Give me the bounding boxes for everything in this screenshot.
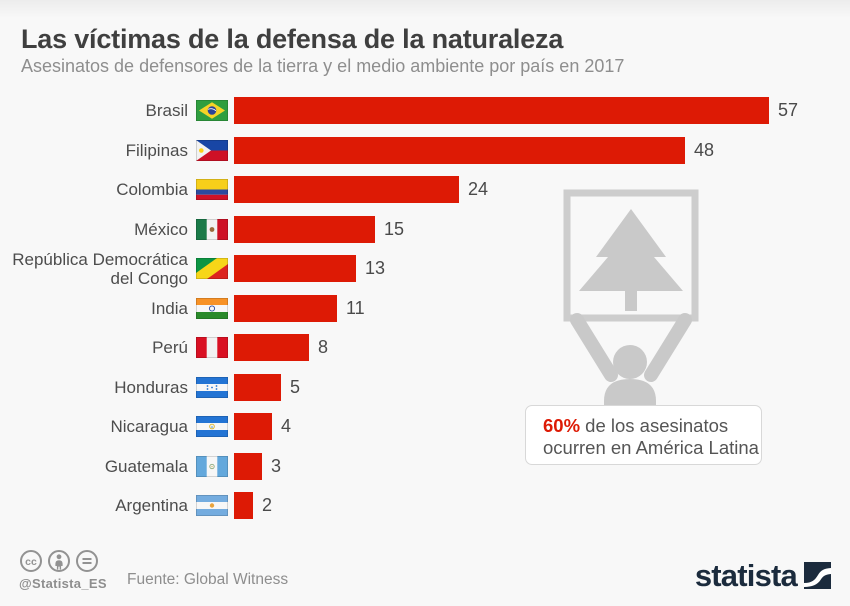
statista-logo: statista [694, 558, 831, 593]
nicaragua-flag-icon [196, 416, 228, 438]
statista-handle: @Statista_ES [19, 576, 107, 591]
statista-logo-icon [804, 562, 831, 589]
value-label: 11 [346, 297, 365, 318]
pine-tree-icon [579, 209, 683, 311]
callout-text: 60% de los asesinatos ocurren en América … [543, 415, 759, 458]
country-label: Perú [152, 338, 188, 358]
bar [234, 294, 337, 322]
bar-row: Filipinas 48 [0, 131, 850, 171]
bar [234, 334, 309, 362]
page-subtitle: Asesinatos de defensores de la tierra y … [21, 56, 625, 76]
head [613, 345, 647, 379]
congo-flag-icon [196, 258, 228, 280]
bar [234, 255, 356, 283]
right-arm [644, 313, 692, 382]
attribution-icon [48, 550, 70, 572]
philippines-flag-icon [196, 139, 228, 161]
svg-text:cc: cc [25, 556, 37, 568]
bar-row: República Democrática del Congo 13 [0, 249, 850, 289]
value-label: 57 [778, 100, 799, 121]
country-label: Argentina [115, 496, 188, 516]
bar-row: Nicaragua 4 [0, 407, 850, 447]
bar-row: Brasil 57 [0, 91, 850, 131]
left-arm [570, 313, 618, 382]
argentina-flag-icon [196, 495, 228, 517]
bar [234, 373, 281, 401]
value-label: 5 [290, 376, 301, 397]
value-label: 15 [384, 218, 405, 239]
country-label: Nicaragua [110, 417, 189, 437]
brazil-flag-icon [196, 100, 228, 122]
bar [234, 97, 769, 125]
mexico-flag-icon [196, 218, 228, 240]
guatemala-flag-icon [196, 455, 228, 477]
bar-row: India 11 [0, 289, 850, 329]
bar-row: Perú 8 [0, 328, 850, 368]
peru-flag-icon [196, 337, 228, 359]
value-label: 13 [365, 258, 386, 279]
colombia-flag-icon [196, 179, 228, 201]
bar-row: Guatemala 3 [0, 447, 850, 487]
value-label: 2 [262, 495, 273, 516]
bar-row: México 15 [0, 210, 850, 250]
bar [234, 413, 272, 441]
bar-row: Honduras 5 [0, 368, 850, 408]
no-derivatives-icon [76, 550, 98, 572]
country-label: India [151, 298, 188, 318]
callout-box: 60% de los asesinatos ocurren en América … [525, 405, 762, 465]
bar [234, 176, 459, 204]
value-label: 4 [281, 416, 292, 437]
country-label: Filipinas [125, 140, 188, 160]
callout-highlight: 60% [543, 415, 581, 436]
value-label: 3 [271, 455, 282, 476]
country-label: México [134, 219, 188, 239]
bar-row: Argentina 2 [0, 486, 850, 526]
page-title: Las víctimas de la defensa de la natural… [21, 24, 564, 54]
honduras-flag-icon [196, 376, 228, 398]
bar [234, 136, 685, 164]
source-label: Fuente: Global Witness [127, 571, 289, 588]
bar-chart: Brasil 57 Filipinas 48 Colombia 24 México 15 Rep… [0, 91, 850, 526]
cc-icon: cc [20, 550, 42, 572]
value-label: 8 [318, 337, 329, 358]
country-label: República Democrática del Congo [12, 249, 188, 288]
country-label: Honduras [114, 377, 188, 397]
bar [234, 452, 262, 480]
value-label: 48 [694, 139, 715, 160]
statista-wordmark: statista [694, 558, 798, 593]
india-flag-icon [196, 297, 228, 319]
bar [234, 492, 253, 520]
license-icons: cc [19, 549, 99, 573]
country-label: Brasil [145, 101, 188, 121]
value-label: 24 [468, 179, 489, 200]
bar-row: Colombia 24 [0, 170, 850, 210]
sign-placard [563, 189, 699, 322]
country-label: Colombia [116, 180, 188, 200]
bar [234, 215, 375, 243]
country-label: Guatemala [104, 456, 188, 476]
